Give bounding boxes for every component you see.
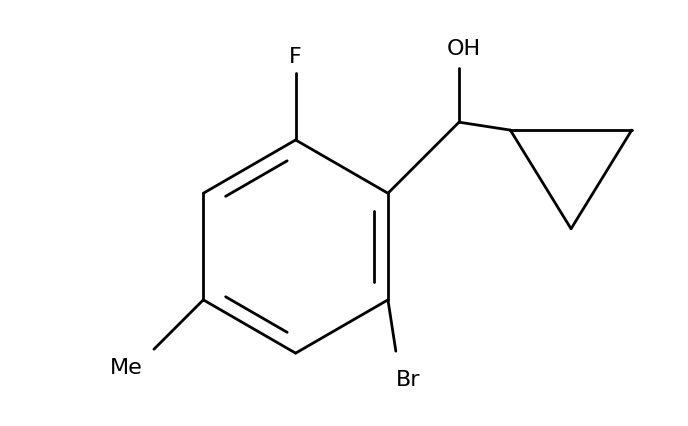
Text: OH: OH (447, 39, 481, 59)
Text: Me: Me (110, 357, 142, 377)
Text: Br: Br (396, 369, 420, 389)
Text: F: F (289, 47, 302, 67)
